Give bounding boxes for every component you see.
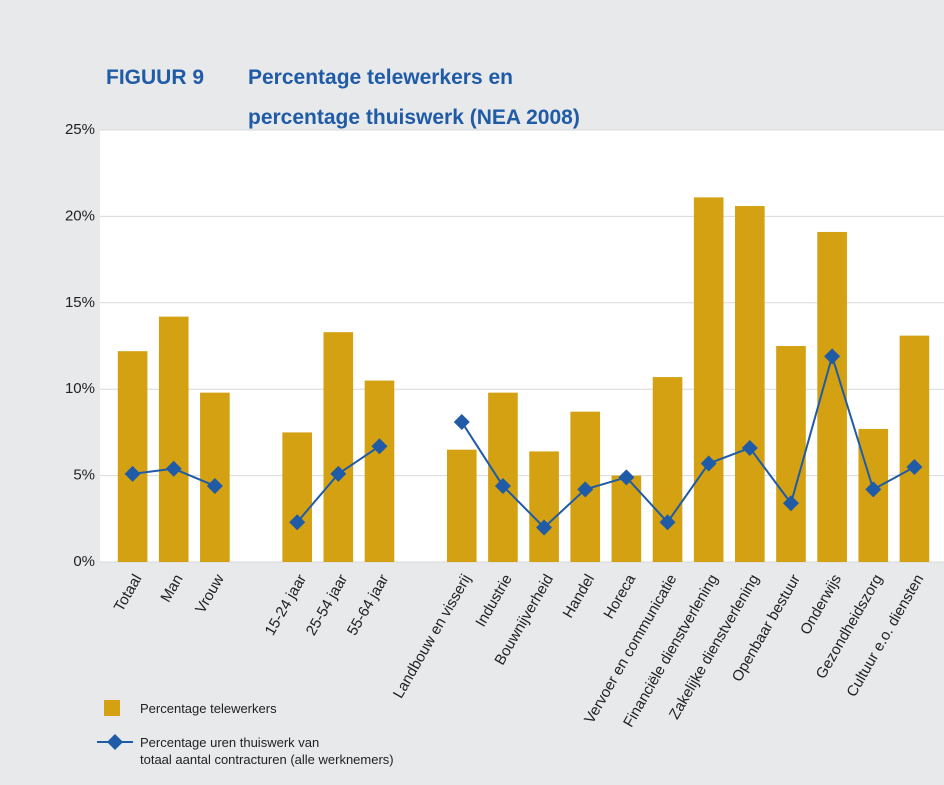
x-tick-label: Vrouw (192, 571, 228, 616)
bar (117, 351, 148, 562)
bar (446, 449, 477, 562)
legend-label: Percentage uren thuiswerk van totaal aan… (140, 735, 394, 767)
x-tick-label: Totaal (111, 571, 146, 614)
marker (700, 455, 717, 472)
x-tick-label: Industrie (472, 571, 515, 629)
bar (488, 392, 518, 562)
marker (906, 458, 923, 475)
bar (776, 346, 806, 562)
marker (782, 495, 799, 512)
bar (158, 316, 189, 562)
marker (536, 519, 553, 536)
marker (741, 439, 758, 456)
y-tick-label: 25% (65, 121, 95, 138)
marker (289, 514, 306, 531)
y-tick-label: 10% (65, 380, 95, 397)
x-tick-label: Landbouw en visserij (390, 571, 475, 701)
legend-swatch (107, 734, 123, 750)
y-tick-label: 0% (73, 553, 95, 570)
marker (618, 469, 635, 486)
legend-swatch (104, 700, 120, 716)
bar (200, 392, 230, 562)
x-tick-label: Cultuur e.o. diensten (843, 571, 927, 699)
legend-label: Percentage telewerkers (140, 701, 277, 716)
y-tick-label: 15% (65, 294, 95, 311)
marker (659, 514, 676, 531)
x-tick-label: Handel (560, 571, 598, 621)
marker (165, 460, 182, 477)
bar (693, 197, 724, 562)
y-tick-label: 20% (65, 207, 95, 224)
marker (577, 481, 594, 498)
bar (735, 206, 765, 563)
bar (364, 380, 395, 562)
marker (371, 438, 388, 455)
bar (282, 432, 312, 562)
figure-label: FIGUUR 9 (106, 66, 205, 89)
x-tick-label: 55-64 jaar (344, 571, 392, 638)
bar (529, 451, 559, 562)
y-tick-label: 5% (73, 467, 95, 484)
bar (817, 231, 847, 562)
x-tick-label: Man (157, 571, 186, 605)
marker (865, 481, 882, 498)
marker (453, 414, 470, 431)
marker (824, 348, 841, 365)
marker (124, 465, 141, 482)
marker (206, 477, 223, 494)
bar (611, 475, 642, 562)
marker (494, 477, 511, 494)
bar (652, 377, 683, 562)
bar (323, 332, 354, 562)
chart-title: Percentage telewerkers en percentage thu… (248, 66, 580, 129)
bar (899, 335, 930, 562)
x-tick-label: Horeca (600, 571, 639, 622)
marker (330, 465, 347, 482)
